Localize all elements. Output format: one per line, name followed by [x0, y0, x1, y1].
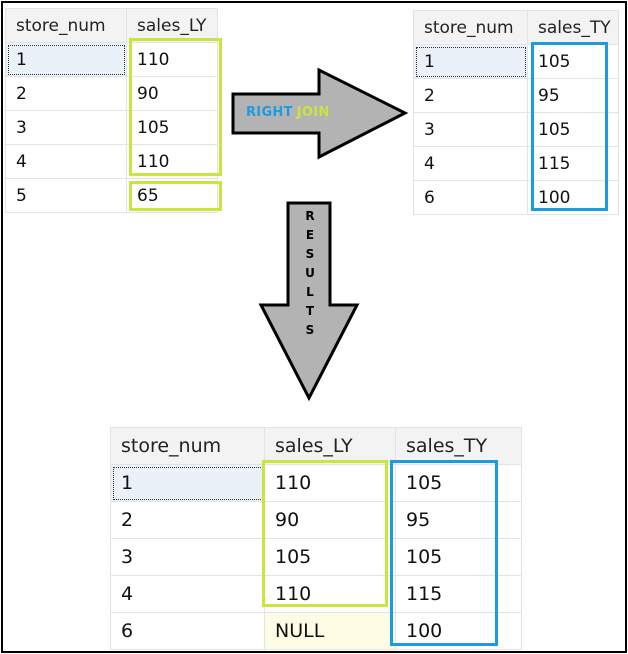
sales-ty-cell[interactable]: 95 — [527, 78, 619, 113]
table-row: 2 90 — [5, 76, 218, 111]
table-row: 3 105 — [413, 112, 619, 147]
column-header-sales-ty[interactable]: sales_TY — [527, 10, 619, 45]
table-row: 6 NULL 100 — [110, 612, 522, 650]
store-num-cell[interactable]: 4 — [110, 575, 265, 613]
sales-ly-cell[interactable]: 90 — [126, 76, 218, 111]
results-letter: S — [305, 247, 315, 261]
table-header-row: store_num sales_LY sales_TY — [110, 427, 522, 465]
store-num-cell[interactable]: 1 — [413, 44, 528, 79]
results-letter: R — [305, 209, 315, 223]
results-letter: L — [306, 285, 314, 299]
results-letter: E — [305, 228, 315, 242]
table-row: 3 105 — [5, 110, 218, 145]
column-header-store-num[interactable]: store_num — [110, 427, 265, 465]
store-num-cell[interactable]: 2 — [413, 78, 528, 113]
store-num-cell[interactable]: 2 — [110, 501, 265, 539]
sales-ly-cell[interactable]: 110 — [264, 464, 396, 502]
results-label: R E S U L T S — [300, 207, 320, 340]
right-join-label: RIGHT JOIN — [246, 105, 330, 120]
store-num-cell[interactable]: 4 — [5, 144, 127, 179]
table-row: 6 100 — [413, 180, 619, 215]
store-num-cell[interactable]: 5 — [5, 178, 127, 213]
table-row: 3 105 105 — [110, 538, 522, 576]
column-header-sales-ly[interactable]: sales_LY — [126, 8, 218, 43]
sales-ly-cell[interactable]: 110 — [264, 575, 396, 613]
sales-ty-cell[interactable]: 105 — [527, 44, 619, 79]
sales-ty-cell[interactable]: 105 — [395, 538, 522, 576]
column-header-sales-ly[interactable]: sales_LY — [264, 427, 396, 465]
table-row: 1 110 105 — [110, 464, 522, 502]
table-row: 4 115 — [413, 146, 619, 181]
results-letter: T — [305, 304, 315, 318]
sales-ly-cell[interactable]: 90 — [264, 501, 396, 539]
column-header-sales-ty[interactable]: sales_TY — [395, 427, 522, 465]
sales-ly-cell[interactable]: 105 — [264, 538, 396, 576]
down-arrow-shape — [258, 201, 360, 402]
sales-ly-table: store_num sales_LY 1 110 2 90 3 105 4 11… — [5, 8, 218, 213]
store-num-cell[interactable]: 1 — [110, 464, 265, 502]
null-cell[interactable]: NULL — [264, 612, 396, 650]
sales-ty-cell[interactable]: 105 — [527, 112, 619, 147]
store-num-cell[interactable]: 3 — [413, 112, 528, 147]
store-num-cell[interactable]: 6 — [110, 612, 265, 650]
right-arrow-shape — [231, 67, 409, 160]
store-num-cell[interactable]: 3 — [110, 538, 265, 576]
table-row: 2 95 — [413, 78, 619, 113]
results-letter: S — [305, 323, 315, 337]
column-header-store-num[interactable]: store_num — [5, 8, 127, 43]
sales-ty-cell[interactable]: 105 — [395, 464, 522, 502]
right-word: RIGHT — [246, 105, 293, 120]
table-header-row: store_num sales_TY — [413, 10, 619, 45]
results-letter: U — [305, 266, 315, 280]
table-row: 2 90 95 — [110, 501, 522, 539]
sales-ty-cell[interactable]: 115 — [527, 146, 619, 181]
sales-ty-cell[interactable]: 115 — [395, 575, 522, 613]
join-word: JOIN — [296, 105, 330, 120]
sales-ly-cell[interactable]: 110 — [126, 42, 218, 77]
table-header-row: store_num sales_LY — [5, 8, 218, 43]
column-header-store-num[interactable]: store_num — [413, 10, 528, 45]
table-row: 4 110 115 — [110, 575, 522, 613]
table-row: 1 105 — [413, 44, 619, 79]
sales-ty-cell[interactable]: 100 — [395, 612, 522, 650]
result-table: store_num sales_LY sales_TY 1 110 105 2 … — [110, 427, 522, 650]
table-row: 5 65 — [5, 178, 218, 213]
store-num-cell[interactable]: 2 — [5, 76, 127, 111]
sales-ty-cell[interactable]: 95 — [395, 501, 522, 539]
